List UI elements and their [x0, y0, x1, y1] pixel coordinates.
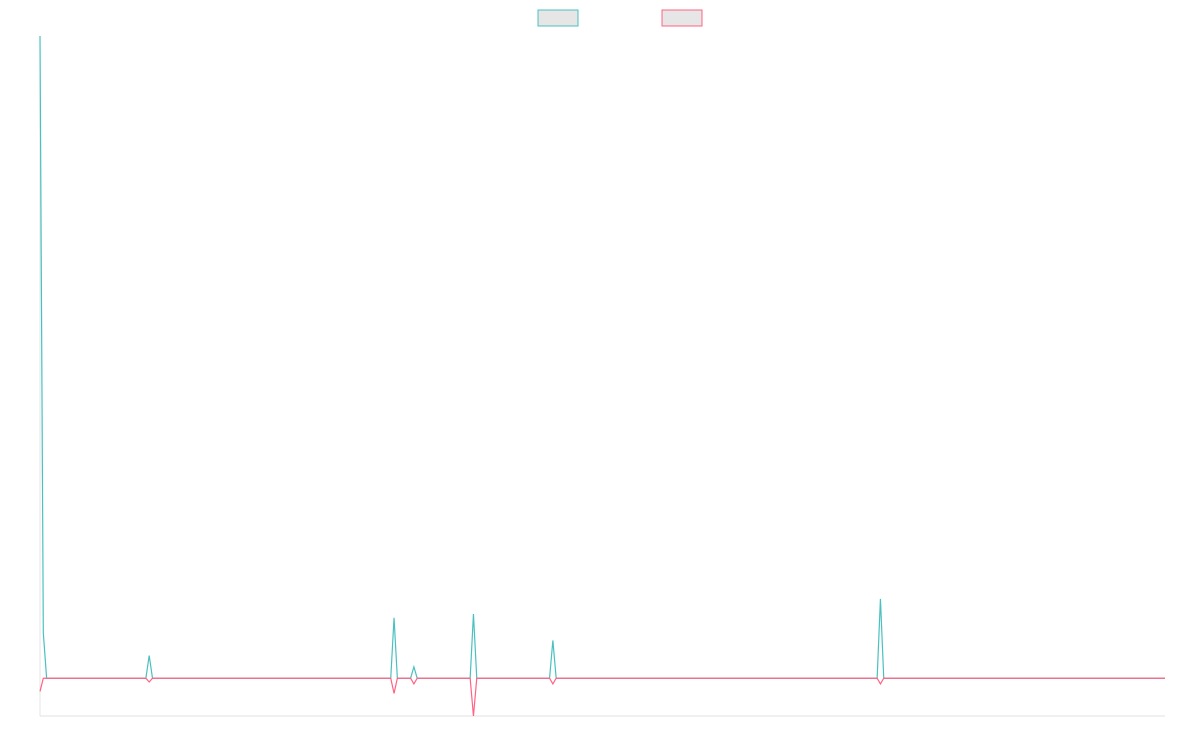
- legend-swatch: [537, 9, 579, 27]
- legend-swatch: [661, 9, 703, 27]
- series-line: [39, 35, 1165, 679]
- series-line: [39, 677, 1165, 717]
